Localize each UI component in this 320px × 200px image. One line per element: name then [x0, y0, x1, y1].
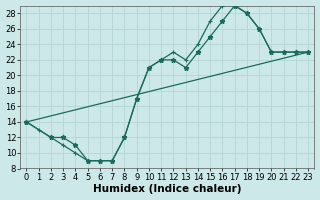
X-axis label: Humidex (Indice chaleur): Humidex (Indice chaleur) [93, 184, 242, 194]
